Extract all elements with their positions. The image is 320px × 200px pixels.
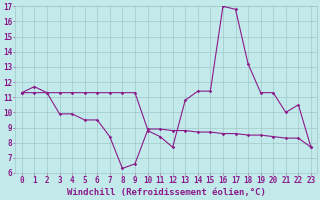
X-axis label: Windchill (Refroidissement éolien,°C): Windchill (Refroidissement éolien,°C) (67, 188, 266, 197)
